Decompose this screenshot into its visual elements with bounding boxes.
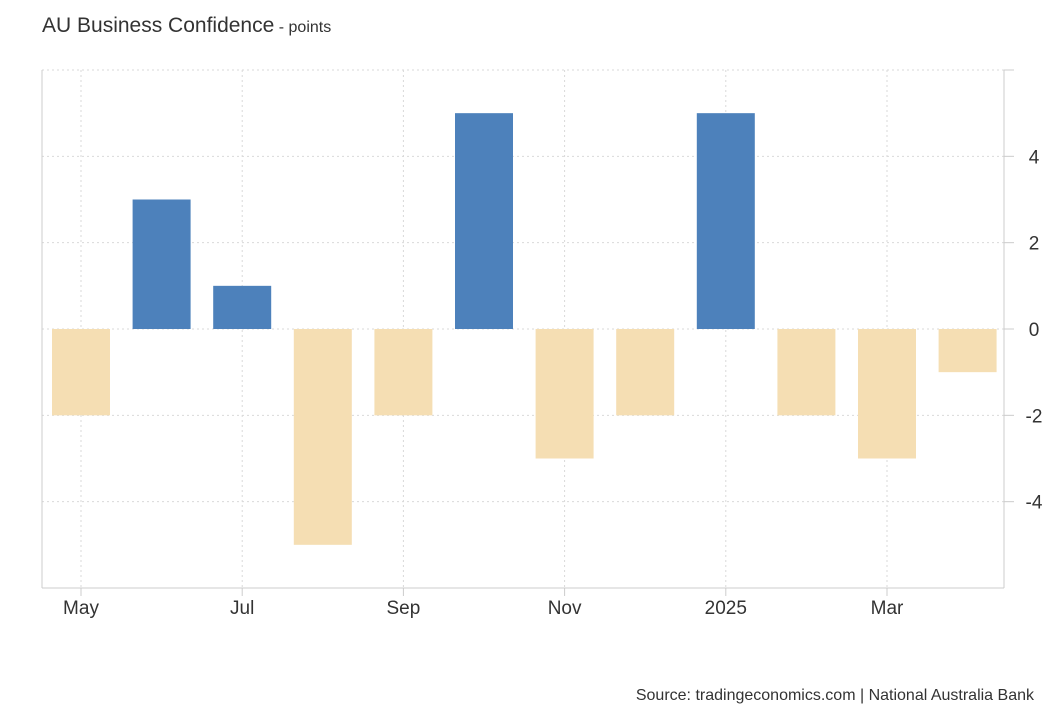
bar-oct-2024 — [455, 113, 513, 330]
bar-dec-2024 — [616, 329, 675, 416]
source-note: Source: tradingeconomics.com | National … — [635, 687, 1034, 704]
y-tick-labels: -4 -2 0 2 4 — [1026, 147, 1043, 513]
chart-title: AU Business Confidence — [42, 14, 275, 37]
axes — [41, 69, 1014, 596]
x-tick-label: May — [63, 598, 99, 619]
x-tick-label: Mar — [871, 598, 904, 619]
bar-sep-2024 — [374, 329, 433, 416]
x-tick-label: Jul — [230, 598, 254, 619]
y-tick-label: 4 — [1029, 147, 1040, 168]
x-tick-labels: May Jul Sep Nov 2025 Mar — [63, 598, 904, 619]
y-tick-label: 2 — [1029, 234, 1040, 255]
chart-title-row: AU Business Confidence - points — [42, 14, 331, 38]
y-tick-label: 0 — [1029, 320, 1040, 341]
x-tick-label: Nov — [548, 598, 582, 619]
bar-aug-2024 — [293, 329, 352, 545]
bar-mar-2025 — [858, 329, 916, 459]
bar-may-2024 — [52, 329, 110, 416]
y-tick-label: -2 — [1026, 406, 1043, 427]
bar-nov-2024 — [535, 329, 594, 459]
x-tick-label: Sep — [386, 598, 420, 619]
bar-jul-2024 — [213, 285, 272, 329]
bar-jan-2025 — [696, 113, 755, 330]
bar-feb-2025 — [777, 329, 836, 416]
bar-apr-2025 — [938, 329, 997, 373]
x-tick-label: 2025 — [705, 598, 747, 619]
bars — [52, 113, 997, 545]
y-tick-label: -4 — [1026, 493, 1043, 514]
bar-jun-2024 — [132, 199, 191, 329]
chart-subtitle: - points — [278, 19, 332, 36]
grid-lines — [42, 69, 1004, 588]
